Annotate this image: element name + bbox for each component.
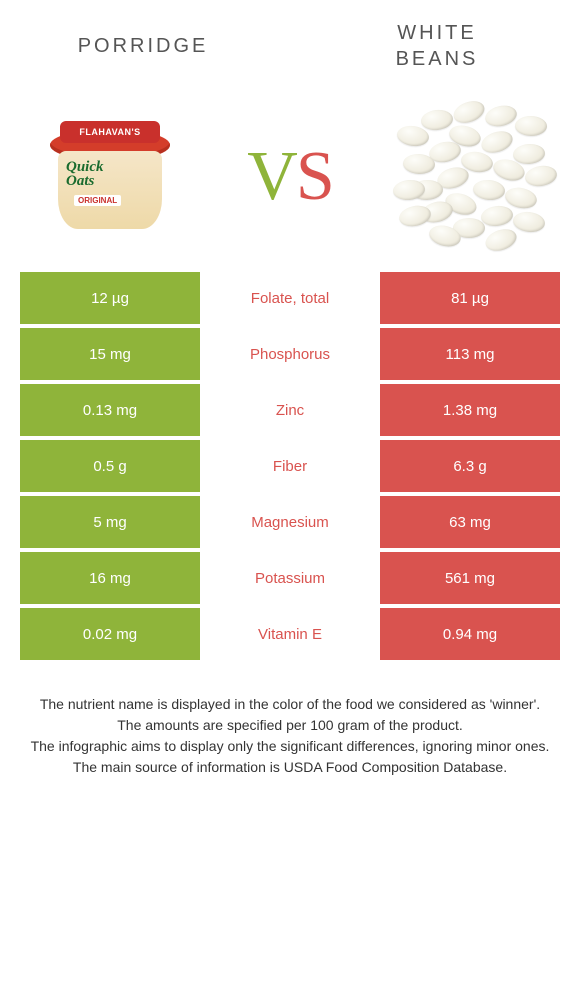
right-value: 561 mg [380,552,560,604]
beans-image [385,102,555,252]
cup-brand: FLAHAVAN'S [60,121,160,143]
right-value: 1.38 mg [380,384,560,436]
right-title: WHITEBEANS [324,20,550,72]
nutrient-name: Fiber [200,440,380,492]
nutrient-name: Vitamin E [200,608,380,660]
nutrient-name: Zinc [200,384,380,436]
table-row: 0.5 gFiber6.3 g [20,440,560,492]
porridge-cup-icon: FLAHAVAN'S QuickOats ORIGINAL [40,117,180,237]
cup-label: QuickOats [66,161,104,188]
nutrient-table: 12 µgFolate, total81 µg15 mgPhosphorus11… [0,262,580,660]
table-row: 12 µgFolate, total81 µg [20,272,560,324]
left-value: 15 mg [20,328,200,380]
table-row: 0.13 mgZinc1.38 mg [20,384,560,436]
right-value: 0.94 mg [380,608,560,660]
table-row: 5 mgMagnesium63 mg [20,496,560,548]
footer-line: The amounts are specified per 100 gram o… [22,715,558,736]
right-value: 6.3 g [380,440,560,492]
left-title: PORRIDGE [30,35,256,58]
nutrient-name: Magnesium [200,496,380,548]
nutrient-name: Potassium [200,552,380,604]
images-row: FLAHAVAN'S QuickOats ORIGINAL VS [0,82,580,262]
footer-line: The nutrient name is displayed in the co… [22,694,558,715]
nutrient-name: Folate, total [200,272,380,324]
footer-notes: The nutrient name is displayed in the co… [0,664,580,778]
table-row: 15 mgPhosphorus113 mg [20,328,560,380]
right-value: 113 mg [380,328,560,380]
footer-line: The main source of information is USDA F… [22,757,558,778]
vs-label: VS [247,137,333,217]
footer-line: The infographic aims to display only the… [22,736,558,757]
left-value: 12 µg [20,272,200,324]
table-row: 16 mgPotassium561 mg [20,552,560,604]
table-row: 0.02 mgVitamin E0.94 mg [20,608,560,660]
left-value: 5 mg [20,496,200,548]
beans-icon [385,102,555,252]
nutrient-name: Phosphorus [200,328,380,380]
left-value: 0.02 mg [20,608,200,660]
left-value: 0.13 mg [20,384,200,436]
cup-sublabel: ORIGINAL [74,195,121,206]
right-value: 63 mg [380,496,560,548]
porridge-image: FLAHAVAN'S QuickOats ORIGINAL [25,102,195,252]
left-value: 16 mg [20,552,200,604]
right-value: 81 µg [380,272,560,324]
header: PORRIDGE WHITEBEANS [0,0,580,82]
left-value: 0.5 g [20,440,200,492]
